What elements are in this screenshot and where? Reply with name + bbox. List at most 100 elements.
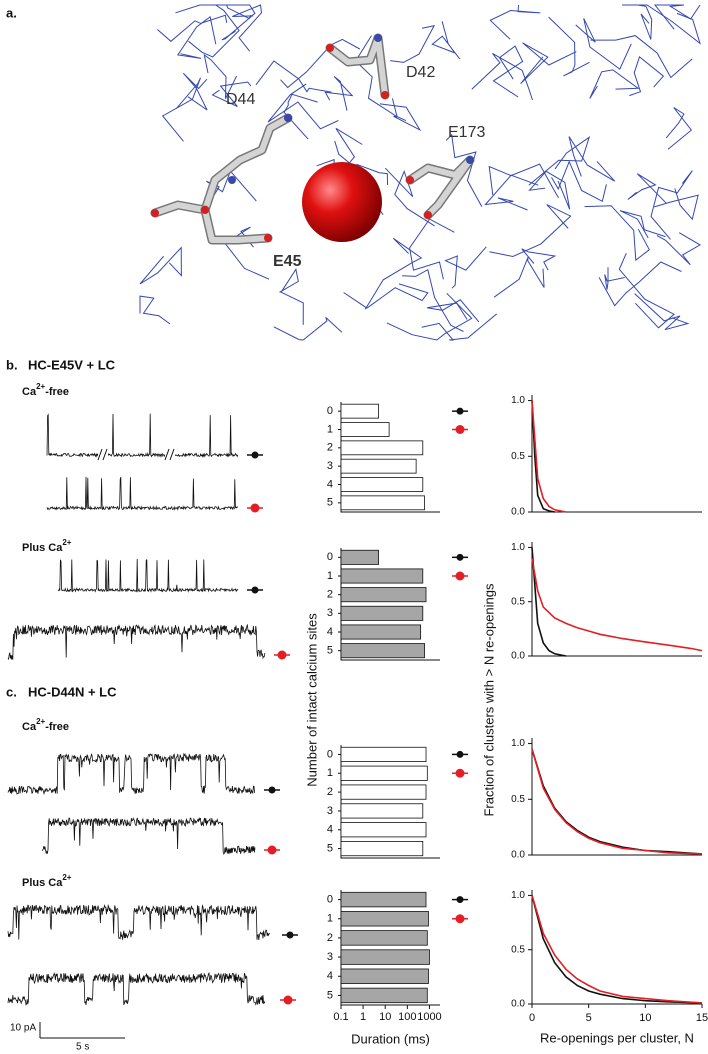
backbone-line — [267, 83, 339, 130]
axis-line — [340, 745, 440, 859]
y-tick-label: 0.5 — [511, 944, 525, 955]
x-tick-label: 0 — [529, 1012, 535, 1024]
bar — [340, 746, 427, 762]
marker-dot — [267, 845, 277, 855]
x-tick-label: 0.1 — [333, 1011, 348, 1023]
superscript: 2+ — [36, 382, 45, 391]
y-tick-label: 5 — [327, 989, 333, 1001]
bar — [340, 765, 428, 781]
marker-dot — [456, 553, 464, 561]
y-tick-label: 0.5 — [511, 451, 525, 462]
backbone-line — [161, 77, 201, 142]
x-tick-label: 1000 — [417, 1011, 441, 1023]
backbone-line — [139, 246, 182, 285]
superscript: 2+ — [36, 717, 45, 726]
y-tick-label: 0.0 — [511, 507, 525, 518]
current-trace — [46, 413, 239, 458]
y-tick-label: 0 — [327, 551, 333, 563]
residue-stick — [407, 157, 473, 218]
backbone-line — [575, 18, 632, 70]
backbone-line — [622, 4, 701, 45]
axis-line — [340, 548, 440, 661]
axis-line — [531, 395, 702, 513]
backbone-line — [629, 55, 665, 97]
marker-dot — [456, 896, 464, 904]
bar — [340, 643, 425, 659]
atom — [381, 91, 389, 99]
backbone-line — [589, 69, 640, 99]
survival-curve — [531, 895, 703, 1004]
x-tick-label: 15 — [696, 1012, 708, 1024]
scale-label: 5 s — [76, 1042, 89, 1053]
backbone-line — [656, 232, 701, 266]
bar — [340, 822, 427, 838]
axis-break — [165, 448, 175, 460]
condition-label: Ca2+-free — [22, 382, 69, 398]
current-trace — [41, 817, 256, 855]
residue-stick — [200, 205, 273, 245]
y-tick-label: 2 — [327, 442, 333, 454]
marker-dot — [251, 451, 259, 459]
x-tick-label: 10 — [639, 1012, 651, 1024]
backbone-line — [232, 4, 263, 52]
bar — [340, 549, 379, 565]
backbone-line — [343, 283, 429, 309]
bar — [340, 968, 429, 984]
y-tick-label: 0.5 — [511, 596, 525, 607]
survival-curve — [531, 400, 567, 513]
axis-break — [97, 448, 108, 461]
calcium-ion — [302, 162, 382, 242]
marker-dot — [456, 407, 464, 415]
backbone-line — [528, 136, 591, 186]
survival-curve — [531, 895, 703, 1004]
backbone-line — [528, 170, 571, 210]
y-tick-label: 1.0 — [511, 542, 525, 553]
backbone-line — [637, 4, 653, 40]
residue-label: E173 — [448, 124, 485, 141]
backbone-line — [604, 267, 625, 290]
y-tick-label: 3 — [327, 460, 333, 472]
y-tick-label: 1 — [327, 570, 333, 582]
bar — [340, 605, 424, 621]
backbone-line — [211, 81, 252, 107]
marker-dot — [283, 995, 293, 1005]
panel-title: HC-E45V + LC — [28, 357, 116, 372]
residue-stick — [327, 35, 388, 98]
backbone-line — [627, 173, 667, 204]
y-tick-label: 5 — [327, 842, 333, 854]
backbone-line — [384, 167, 435, 227]
marker-dot — [456, 750, 464, 758]
x-tick-label: 5 — [586, 1012, 592, 1024]
backbone-line — [431, 21, 461, 60]
residue-stick — [152, 115, 291, 216]
bar — [340, 495, 425, 511]
current-trace — [7, 623, 266, 661]
bar — [340, 477, 424, 492]
y-tick-label: 1.0 — [511, 395, 525, 406]
y-tick-label: 0 — [327, 893, 333, 905]
backbone-line — [139, 295, 171, 325]
residue-stick — [202, 207, 271, 243]
backbone-line — [379, 98, 422, 132]
panel-label: c. — [6, 684, 17, 699]
marker-dot — [455, 425, 465, 434]
bar — [340, 568, 424, 584]
y-axis-label: Number of intact calcium sites — [304, 613, 319, 787]
y-tick-label: 3 — [327, 951, 333, 963]
backbone-line — [386, 292, 473, 341]
marker-dot — [251, 586, 259, 594]
backbone-line — [402, 268, 464, 332]
condition-text: Plus Ca — [22, 542, 63, 554]
y-tick-label: 1 — [327, 423, 333, 435]
atom — [466, 156, 474, 164]
x-tick-label: 10 — [379, 1011, 391, 1023]
backbone-line — [421, 313, 498, 341]
survival-curve — [531, 547, 567, 657]
atom — [326, 44, 334, 52]
backbone-line — [324, 76, 354, 111]
backbone-line — [598, 261, 682, 307]
survival-curve — [531, 748, 703, 855]
backbone-line — [484, 174, 539, 211]
backbone-line — [492, 45, 524, 98]
